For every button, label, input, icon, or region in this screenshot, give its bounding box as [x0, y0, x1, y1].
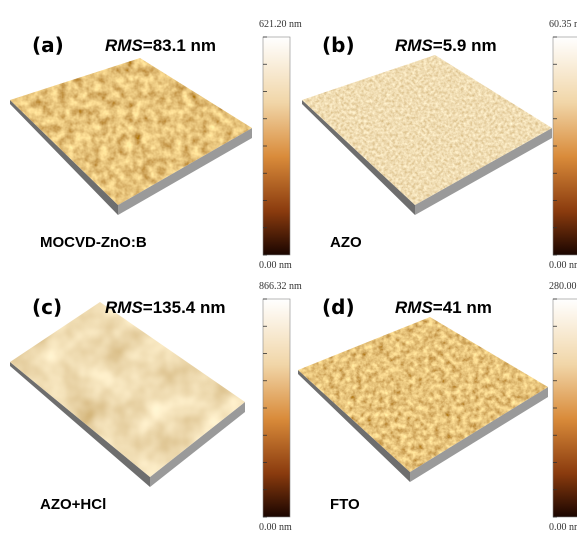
sample-name: MOCVD-ZnO:B: [40, 234, 147, 251]
rms-value: =83.1 nm: [143, 36, 216, 55]
rms-name: RMS: [395, 298, 433, 317]
scale-min: 0.00 nm: [259, 260, 292, 271]
sample-name: FTO: [330, 496, 360, 513]
panel-label: (d): [322, 295, 355, 319]
rms-label: RMS=5.9 nm: [395, 36, 497, 55]
panel-label: (c): [32, 295, 62, 319]
figure: (a)RMS=83.1 nmMOCVD-ZnO:B621.20 nm0.00 n…: [0, 0, 577, 534]
rms-name: RMS: [105, 36, 143, 55]
rms-name: RMS: [105, 298, 143, 317]
rms-label: RMS=41 nm: [395, 298, 492, 317]
scale-max: 621.20 nm: [259, 19, 302, 30]
scale-min: 0.00 nm: [549, 522, 577, 533]
rms-value: =135.4 nm: [143, 298, 226, 317]
afm-surface: [290, 292, 555, 492]
panel: (c) RMS=135.4 nm AZO+HCl 866.32 nm 0.00 nm: [0, 281, 302, 533]
scale-max: 280.00 nm: [549, 281, 577, 292]
panel-label: (a): [32, 33, 64, 57]
color-scale: [263, 299, 290, 517]
scale-max: 60.35 nm: [549, 19, 577, 30]
scale-min: 0.00 nm: [259, 522, 292, 533]
panel: (d) RMS=41 nm FTO 280.00 nm 0.00 nm: [290, 281, 577, 533]
rms-value: =5.9 nm: [433, 36, 497, 55]
panel-label: (b): [322, 33, 355, 57]
panel: (a) RMS=83.1 nm MOCVD-ZnO:B 621.20 nm 0.00 n…: [0, 19, 302, 271]
rms-label: RMS=135.4 nm: [105, 298, 225, 317]
rms-value: =41 nm: [433, 298, 492, 317]
rms-name: RMS: [395, 36, 433, 55]
rms-label: RMS=83.1 nm: [105, 36, 216, 55]
panel: (b) RMS=5.9 nm AZO 60.35 nm 0.00 nm: [290, 19, 577, 271]
afm-surface: [0, 292, 265, 492]
scale-min: 0.00 nm: [549, 260, 577, 271]
scale-max: 866.32 nm: [259, 281, 302, 292]
color-scale: [263, 37, 290, 255]
sample-name: AZO: [330, 234, 362, 251]
sample-name: AZO+HCl: [40, 496, 106, 513]
